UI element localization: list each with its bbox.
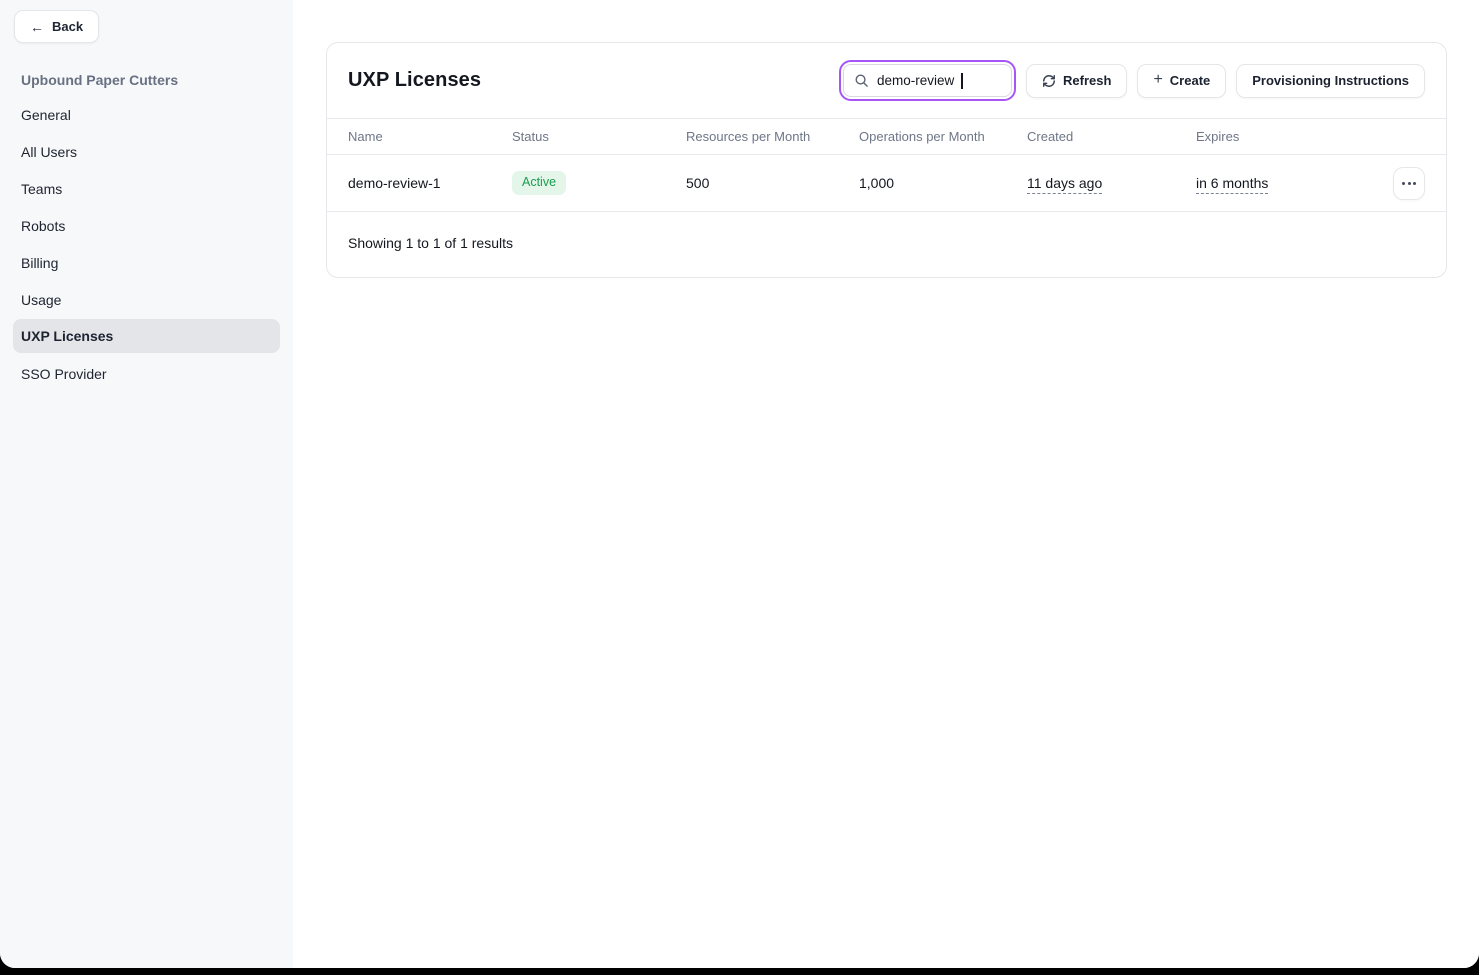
refresh-icon [1043,74,1055,87]
column-header-operations-per-month: Operations per Month [859,129,985,144]
status-badge: Active [512,171,567,195]
cell-status: Active [512,171,686,195]
provisioning-instructions-button[interactable]: Provisioning Instructions [1236,63,1425,98]
main-content: UXP Licenses demo-review [293,0,1479,968]
sidebar-section-title: Upbound Paper Cutters [21,72,179,88]
search-focus-ring: demo-review [839,60,1017,101]
column-header-expires: Expires [1196,129,1240,144]
sidebar-item-general[interactable]: General [21,106,71,123]
cell-operations-per-month: 1,000 [859,175,895,191]
plus-icon: + [1153,71,1163,88]
sidebar-item-uxp-licenses[interactable]: UXP Licenses [13,319,280,353]
cell-actions [1393,166,1425,200]
provisioning-instructions-label: Provisioning Instructions [1252,73,1409,88]
column-header-name: Name [348,129,383,144]
sidebar-item-teams[interactable]: Teams [21,180,63,197]
sidebar-item-sso-provider[interactable]: SSO Provider [21,365,107,382]
cell-resources-per-month: 500 [686,175,710,191]
create-button[interactable]: + Create [1137,63,1227,98]
back-button[interactable]: ← Back [14,10,100,43]
cell-name: demo-review-1 [348,175,441,191]
search-value: demo-review [877,73,955,88]
back-arrow-icon: ← [30,18,44,35]
table-footer: Showing 1 to 1 of 1 results [327,212,1446,277]
sidebar-item-usage[interactable]: Usage [21,291,62,308]
table-header-row: Name Status Resources per Month Operatio… [327,118,1446,155]
expires-relative-time: in 6 months [1196,175,1269,194]
table-row: demo-review-1 Active 500 1,000 11 days a… [327,155,1446,212]
card-header: UXP Licenses demo-review [327,43,1446,118]
sidebar-item-billing[interactable]: Billing [21,254,59,271]
search-icon [855,74,868,87]
results-summary: Showing 1 to 1 of 1 results [348,235,513,251]
sidebar-item-all-users[interactable]: All Users [21,143,78,160]
sidebar-item-robots[interactable]: Robots [21,217,66,234]
sidebar: ← Back Upbound Paper Cutters General All… [0,0,293,968]
column-header-status: Status [512,129,549,144]
cell-created: 11 days ago [1027,175,1196,194]
back-button-label: Back [52,19,84,34]
row-actions-button[interactable] [1393,166,1425,200]
text-caret [961,72,963,89]
column-header-resources-per-month: Resources per Month [686,129,811,144]
uxp-licenses-card: UXP Licenses demo-review [326,42,1447,278]
cell-expires: in 6 months [1196,175,1386,194]
created-relative-time: 11 days ago [1027,175,1103,194]
refresh-button-label: Refresh [1063,73,1112,88]
create-button-label: Create [1169,73,1211,88]
ellipsis-icon [1402,181,1405,185]
refresh-button[interactable]: Refresh [1026,63,1128,98]
header-controls: demo-review Refresh [839,60,1425,101]
search-input[interactable]: demo-review [843,64,1013,97]
column-header-created: Created [1027,129,1074,144]
sidebar-nav: General All Users Teams Robots Billing U… [13,96,280,392]
page-title: UXP Licenses [348,69,482,91]
